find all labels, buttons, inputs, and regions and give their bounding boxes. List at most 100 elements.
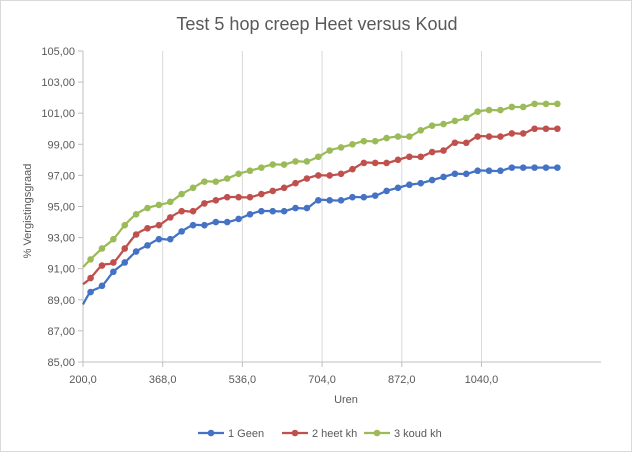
- data-point: [292, 158, 299, 165]
- data-point: [554, 100, 561, 108]
- data-point: [371, 137, 379, 145]
- data-point: [132, 210, 140, 218]
- data-point: [337, 196, 345, 204]
- data-point: [110, 235, 117, 243]
- data-point: [292, 179, 299, 187]
- data-point: [166, 198, 174, 206]
- data-point: [474, 167, 481, 175]
- data-point: [406, 181, 413, 189]
- data-point: [349, 165, 356, 173]
- data-point: [269, 207, 277, 215]
- chart-title: Test 5 hop creep Heet versus Koud: [176, 14, 457, 34]
- data-point: [223, 218, 231, 226]
- data-point: [417, 127, 425, 134]
- data-point: [417, 179, 425, 187]
- data-point: [554, 164, 561, 171]
- data-point: [235, 215, 242, 223]
- data-point: [121, 221, 129, 229]
- axes: [78, 50, 601, 367]
- data-point: [542, 125, 550, 133]
- x-axis-label: Uren: [334, 394, 358, 406]
- y-tick-label: 91,00: [47, 264, 75, 276]
- x-tick-label: 536,0: [229, 374, 257, 386]
- data-point: [178, 190, 185, 198]
- data-point: [360, 159, 368, 167]
- data-point: [394, 184, 402, 192]
- data-point: [178, 207, 185, 215]
- legend-label: 1 Geen: [228, 428, 264, 440]
- data-point: [246, 193, 254, 201]
- data-point: [383, 134, 390, 142]
- data-point: [258, 164, 265, 171]
- y-tick-label: 93,00: [47, 233, 75, 245]
- data-point: [326, 196, 333, 204]
- data-point: [371, 192, 379, 199]
- data-point: [519, 130, 527, 137]
- series-1: [82, 164, 561, 306]
- y-tick-label: 95,00: [47, 202, 75, 214]
- data-point: [189, 221, 197, 229]
- series-3: [82, 100, 561, 268]
- data-point: [542, 164, 550, 171]
- data-point: [349, 141, 356, 148]
- data-point: [519, 103, 527, 111]
- data-point: [360, 137, 368, 145]
- legend-label: 3 koud kh: [394, 428, 442, 440]
- data-point: [212, 218, 220, 226]
- data-point: [144, 224, 151, 232]
- data-point: [258, 190, 265, 198]
- data-point: [166, 235, 174, 243]
- data-point: [428, 148, 436, 156]
- data-point: [87, 274, 94, 282]
- y-tick-label: 89,00: [47, 295, 75, 307]
- data-point: [531, 164, 538, 171]
- data-point: [474, 133, 481, 140]
- data-point: [349, 193, 356, 201]
- data-point: [531, 100, 538, 108]
- data-point: [246, 167, 254, 175]
- data-point: [542, 100, 550, 108]
- x-tick-label: 200,0: [69, 374, 97, 386]
- data-point: [155, 235, 163, 243]
- data-point: [223, 193, 231, 201]
- x-tick-label: 704,0: [308, 374, 336, 386]
- data-point: [508, 103, 516, 111]
- legend: 1 Geen 2 heet kh 3 koud kh: [198, 428, 442, 440]
- data-point: [485, 167, 493, 175]
- series-line: [82, 166, 558, 306]
- data-point: [497, 167, 504, 175]
- data-point: [201, 221, 208, 229]
- data-point: [440, 173, 447, 181]
- data-point: [303, 204, 311, 212]
- y-tick-labels: 85,00 87,00 89,00 91,00 93,00 95,00 97,00 99,00…: [41, 46, 75, 369]
- data-point: [98, 262, 106, 269]
- data-point: [201, 178, 208, 185]
- data-point: [394, 156, 402, 164]
- data-point: [121, 259, 129, 266]
- data-point: [337, 144, 345, 151]
- legend-swatch-marker: [207, 429, 215, 437]
- data-point: [531, 125, 538, 133]
- legend-swatch-marker: [291, 429, 299, 437]
- data-point: [554, 125, 561, 133]
- legend-item: 2 heet kh: [282, 428, 357, 440]
- data-point: [292, 204, 299, 212]
- data-point: [314, 153, 322, 161]
- y-tick-label: 85,00: [47, 357, 75, 369]
- data-point: [508, 164, 516, 171]
- data-point: [269, 187, 277, 195]
- data-point: [166, 214, 174, 221]
- data-point: [280, 184, 288, 192]
- data-point: [235, 193, 242, 201]
- data-point: [451, 170, 459, 178]
- data-point: [155, 221, 163, 229]
- data-point: [326, 172, 333, 179]
- data-point: [326, 147, 333, 154]
- data-point: [508, 130, 516, 137]
- data-point: [314, 196, 322, 204]
- series-group: [82, 100, 561, 306]
- data-point: [394, 133, 402, 140]
- data-point: [258, 207, 265, 215]
